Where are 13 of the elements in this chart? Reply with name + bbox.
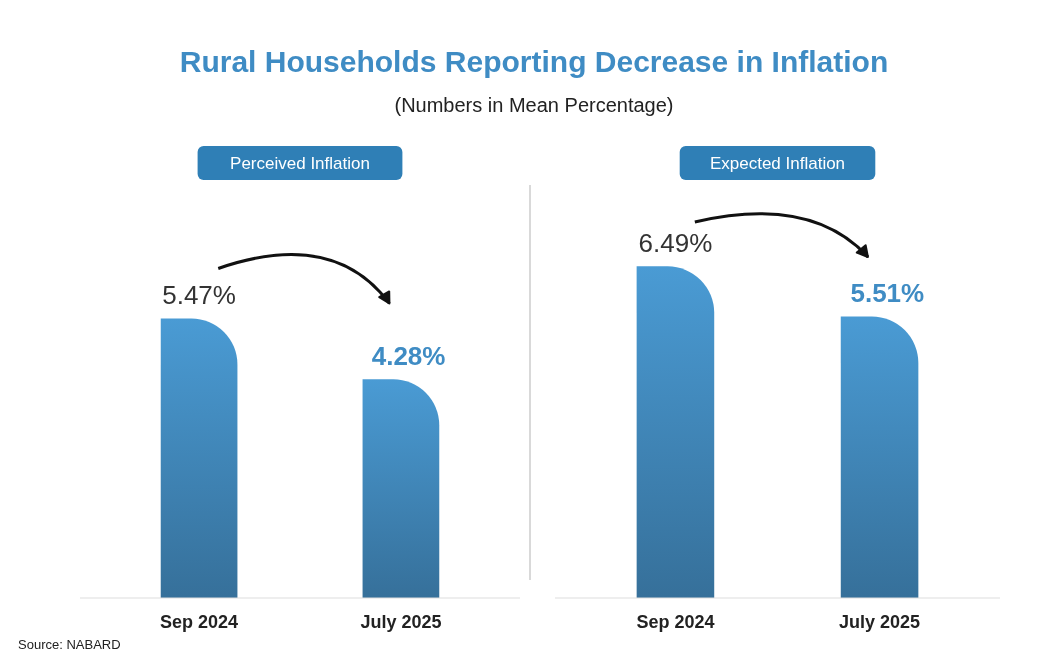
x-tick-label: Sep 2024 [160,612,239,632]
text: Rural Households Reporting Decrease in Inflation [179,45,889,78]
data-label: 5.47% [162,280,236,311]
chart-title: Perceived Inflation [230,154,370,173]
text: (Numbers in Mean Percentage) [394,94,674,116]
data-label: 5.51% [850,278,925,309]
x-tick-label: Sep 2024 [636,612,715,632]
x-tick-label: July 2025 [360,612,442,632]
data-label: 6.49% [638,228,713,259]
data-label: 4.28% [371,341,446,372]
chart-title: Expected Inflation [709,154,846,173]
source-note: Source: NABARD [18,637,121,652]
x-tick-label: July 2025 [839,612,921,632]
